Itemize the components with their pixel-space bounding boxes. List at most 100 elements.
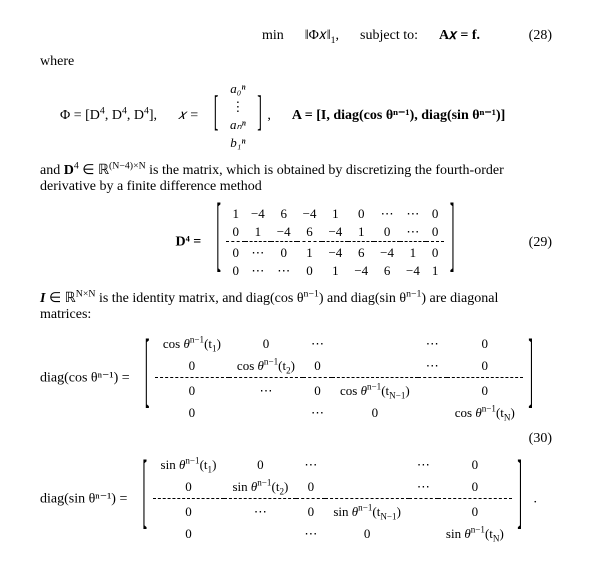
sin-cell: 0 (438, 501, 512, 523)
d4-cell: 1 (322, 205, 348, 223)
sin-cell: 0 (224, 454, 296, 476)
d4-cell: 0 (226, 262, 245, 280)
cos-cell: ⋯ (418, 355, 447, 378)
sin-cell: sin θn−1(tN) (438, 523, 512, 545)
sin-cell: 0 (296, 476, 325, 499)
eqnum-30: (30) (529, 431, 552, 447)
id-r1: is the identity matrix, and diag(cos θ (95, 291, 303, 306)
d4-in: ∈ (79, 163, 98, 178)
cos-cell: 0 (447, 333, 523, 355)
eqnum-28: (28) (529, 28, 552, 44)
cos-cell (418, 380, 447, 402)
id-R: ℝ (65, 291, 76, 306)
sin-cell: 0 (438, 454, 512, 476)
A-def: A = [I, diag(cos θⁿ⁻¹), diag(sin θⁿ⁻¹)] (292, 108, 505, 123)
cos-matrix: cos θn−1(t1)0⋯⋯0 0cos θn−1(t2)0⋯0 0⋯0cos… (155, 333, 523, 424)
eqnum-30-line: (30) (40, 432, 552, 446)
diag-cos: diag(cos θⁿ⁻¹) = [ cos θn−1(t1)0⋯⋯0 0cos… (40, 333, 552, 424)
min-label: min (262, 28, 284, 43)
d4-cell: 0 (271, 244, 297, 262)
sin-cell: 0 (153, 501, 225, 523)
sin-cell: sin θn−1(t2) (224, 476, 296, 499)
sin-cell: ⋯ (409, 454, 438, 476)
sin-cell: ⋯ (224, 501, 296, 523)
cos-cell: 0 (447, 355, 523, 378)
d4-description: and D4 ∈ ℝ(N−4)×N is the matrix, which i… (40, 162, 552, 195)
cos-cell: 0 (447, 380, 523, 402)
d4-cell: −4 (297, 205, 323, 223)
sin-cell: 0 (438, 476, 512, 499)
d4-cell: 1 (297, 244, 323, 262)
id-s2: n−1 (406, 288, 421, 299)
d4-cell: ⋯ (271, 262, 297, 280)
phi-def: Φ = [D4, D4, D4], 𝑥 = [ a₀ⁿ ⋮ aₙⁿ b₁ⁿ ] … (60, 80, 552, 152)
sin-cell: ⋯ (296, 523, 325, 545)
sin-cell: 0 (153, 523, 225, 545)
cos-cell (332, 333, 418, 355)
sin-cell (409, 523, 438, 545)
sin-period: . (534, 492, 538, 507)
d4-cell: ⋯ (374, 205, 400, 223)
cos-cell (418, 402, 447, 424)
cos-cell: ⋯ (229, 380, 303, 402)
d4-cell: 0 (374, 223, 400, 242)
d4-cell: −4 (271, 223, 297, 242)
constraint: A𝑥 = f. (439, 28, 480, 43)
d4-D: D (64, 163, 74, 178)
id-r2: ) and diag(sin θ (319, 291, 406, 306)
xvec-d1: ⋮ (224, 98, 252, 116)
cos-cell: 0 (303, 355, 332, 378)
xvec-2: aₙⁿ (224, 116, 252, 134)
d4-cell: −4 (245, 205, 271, 223)
cos-cell: ⋯ (303, 333, 332, 355)
phi-rbr: ], (149, 108, 157, 123)
sin-cell (409, 501, 438, 523)
phi-comma: , (267, 108, 271, 123)
cos-cell: cos θn−1(t2) (229, 355, 303, 378)
sin-cell: 0 (296, 501, 325, 523)
cos-cell: 0 (155, 402, 229, 424)
obj: ‖Φ𝑥‖ (305, 28, 331, 43)
d4-cell: −4 (322, 223, 348, 242)
xvec-3: b₁ⁿ (224, 134, 252, 152)
cos-cell: 0 (303, 380, 332, 402)
identity-description: I ∈ ℝN×N is the identity matrix, and dia… (40, 290, 552, 323)
d4-cell: ⋯ (245, 244, 271, 262)
diag-sin: diag(sin θⁿ⁻¹) = [ sin θn−1(t1)0⋯⋯0 0sin… (40, 454, 552, 545)
d4-cell: 1 (400, 244, 426, 262)
sin-cell (224, 523, 296, 545)
obj-comma: , (336, 28, 340, 43)
d4-cell: 1 (245, 223, 271, 242)
d4-cell: 0 (348, 205, 374, 223)
cos-cell: cos θn−1(t1) (155, 333, 229, 355)
phi-lhs: Φ = [D4, D4, D4], (60, 108, 161, 123)
d4-cell: −4 (400, 262, 426, 280)
x-vector: a₀ⁿ ⋮ aₙⁿ b₁ⁿ (224, 80, 252, 152)
d4-cell: 6 (374, 262, 400, 280)
cos-cell: 0 (229, 333, 303, 355)
cos-cell: 0 (155, 355, 229, 378)
sin-cell (325, 476, 409, 499)
d4-cell: ⋯ (400, 205, 426, 223)
d4-cell: 0 (226, 223, 245, 242)
d4-cell: ⋯ (400, 223, 426, 242)
d4-cell: ⋯ (245, 262, 271, 280)
id-in: ∈ (45, 291, 64, 306)
d4-cell: 0 (426, 244, 445, 262)
xvec-1: a₀ⁿ (224, 80, 252, 98)
d4-cell: 1 (348, 223, 374, 242)
sin-cell (325, 454, 409, 476)
d4-matrix: 1−46−410⋯⋯0 01−46−410⋯0 0⋯01−46−410 0⋯⋯0… (226, 205, 444, 280)
d4-cell: 6 (348, 244, 374, 262)
eqnum-29: (29) (529, 235, 552, 251)
id-dims: N×N (76, 288, 96, 299)
cos-cell: cos θn−1(tN) (447, 402, 523, 424)
sin-cell: 0 (325, 523, 409, 545)
phi-sep2: , D (127, 108, 144, 123)
sin-matrix: sin θn−1(t1)0⋯⋯0 0sin θn−1(t2)0⋯0 0⋯0sin… (153, 454, 512, 545)
d4-pre: and (40, 163, 64, 178)
cos-cell: ⋯ (303, 402, 332, 424)
sin-cell: 0 (153, 476, 225, 499)
diag-cos-lhs: diag(cos θⁿ⁻¹) = (40, 371, 130, 386)
cos-cell (332, 355, 418, 378)
